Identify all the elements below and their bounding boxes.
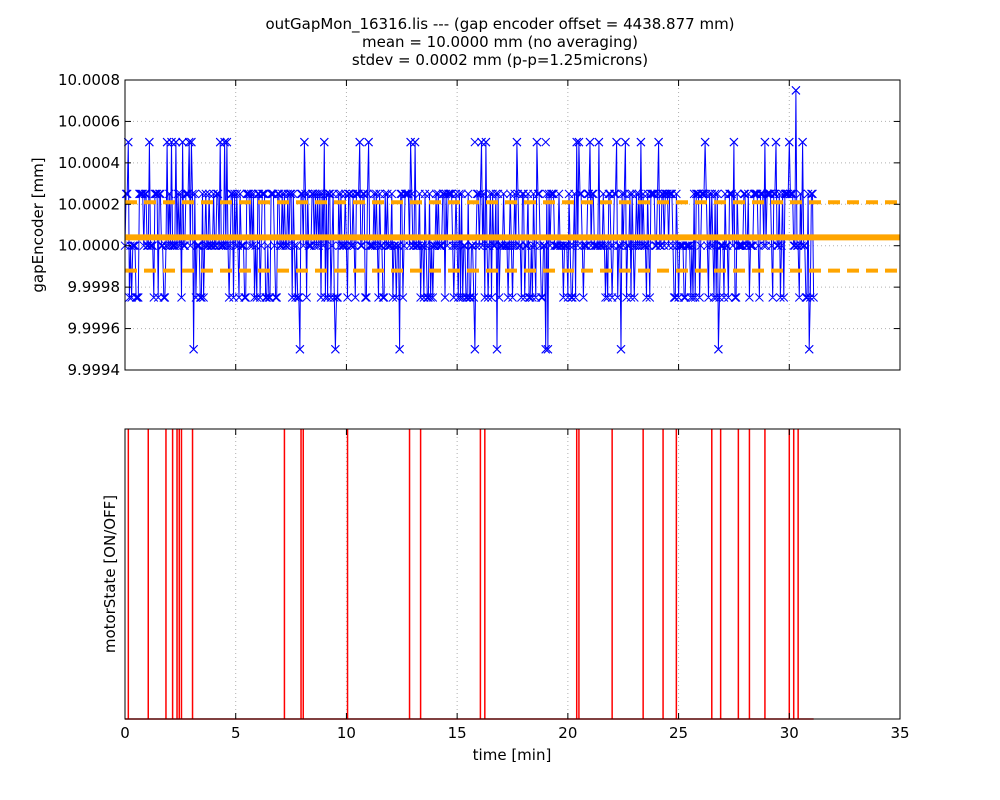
top-y-tick-label: 9.9994 bbox=[68, 361, 121, 379]
spike-marker bbox=[319, 137, 329, 147]
spike-marker bbox=[470, 137, 480, 147]
bottom-x-tick-label: 10 bbox=[337, 724, 356, 742]
spike-marker bbox=[543, 344, 553, 354]
spike-marker bbox=[541, 137, 551, 147]
bottom-x-tick-label: 30 bbox=[780, 724, 799, 742]
spike-marker bbox=[222, 137, 232, 147]
spike-marker bbox=[331, 344, 340, 354]
spike-marker bbox=[395, 344, 404, 354]
top-plot-border bbox=[124, 79, 901, 371]
spike-marker bbox=[178, 137, 187, 147]
spike-marker bbox=[300, 137, 309, 147]
spike-marker bbox=[477, 137, 486, 147]
top-y-tick-label: 9.9996 bbox=[68, 320, 121, 338]
spike-marker bbox=[729, 137, 739, 147]
spike-marker bbox=[123, 137, 133, 147]
spike-marker bbox=[470, 344, 480, 354]
top-y-tick-label: 10.0008 bbox=[58, 71, 120, 89]
spike-marker bbox=[612, 137, 621, 147]
chart-title-line-2: mean = 10.0000 mm (no averaging) bbox=[362, 33, 638, 51]
bottom-plot-border bbox=[124, 428, 901, 720]
spike-marker bbox=[184, 137, 194, 147]
spike-marker bbox=[700, 137, 710, 147]
spike-marker bbox=[532, 137, 542, 147]
spike-marker bbox=[145, 137, 154, 147]
top-y-tick-label: 10.0002 bbox=[58, 195, 120, 213]
bottom-x-tick-label: 20 bbox=[558, 724, 577, 742]
spike-marker bbox=[760, 137, 770, 147]
spike-marker bbox=[220, 137, 229, 147]
bottom-x-tick-label: 35 bbox=[890, 724, 909, 742]
spike-marker bbox=[355, 137, 365, 147]
bottom-y-axis-label: motorState [ON/OFF] bbox=[101, 495, 119, 653]
top-y-tick-label: 9.9998 bbox=[68, 278, 121, 296]
top-plot-data bbox=[120, 86, 900, 354]
spike-marker bbox=[189, 344, 198, 354]
bottom-x-tick-label: 15 bbox=[448, 724, 467, 742]
spike-marker bbox=[167, 137, 176, 147]
spike-marker bbox=[791, 86, 801, 95]
bottom-plot-frame: 0 5 10 15 20 25 30 35 bbox=[120, 428, 910, 742]
spike-marker bbox=[636, 137, 646, 147]
bottom-x-tick-label: 25 bbox=[669, 724, 688, 742]
spike-marker bbox=[162, 137, 172, 147]
chart-title-line-3: stdev = 0.0002 mm (p-p=1.25microns) bbox=[351, 51, 649, 69]
spike-marker bbox=[585, 137, 595, 147]
spike-marker bbox=[215, 137, 225, 147]
bottom-plot-grid bbox=[235, 429, 790, 719]
spike-marker bbox=[798, 137, 807, 147]
spike-marker bbox=[406, 137, 415, 147]
spike-marker bbox=[574, 137, 584, 147]
spike-marker bbox=[594, 137, 604, 147]
spike-marker bbox=[364, 137, 373, 147]
spike-marker bbox=[187, 137, 196, 147]
top-y-tick-label: 10.0006 bbox=[58, 112, 120, 130]
top-y-tick-label: 10.0004 bbox=[58, 154, 120, 172]
spike-marker bbox=[804, 344, 814, 354]
top-y-axis-label: gapEncoder [mm] bbox=[29, 157, 47, 292]
chart-title-line-1: outGapMon_16316.lis --- (gap encoder off… bbox=[265, 15, 735, 33]
spike-marker bbox=[481, 137, 491, 147]
spike-marker bbox=[492, 344, 502, 354]
spike-marker bbox=[784, 137, 794, 147]
spike-marker bbox=[171, 137, 181, 147]
top-y-tick-label: 10.0000 bbox=[58, 237, 120, 255]
spike-marker bbox=[295, 344, 305, 354]
gap-encoder-series-line bbox=[124, 90, 815, 350]
spike-marker bbox=[714, 344, 723, 354]
bottom-x-tick-label: 0 bbox=[120, 724, 130, 742]
spike-marker bbox=[616, 344, 626, 354]
top-plot-frame: 9.9994 9.9996 9.9998 10.0000 10.0002 10.0004 1… bbox=[58, 71, 901, 379]
spike-marker bbox=[572, 137, 582, 147]
spike-marker bbox=[541, 344, 551, 354]
x-axis-label: time [min] bbox=[473, 746, 552, 764]
bottom-plot-data bbox=[125, 429, 814, 720]
spike-marker bbox=[771, 137, 781, 147]
spike-marker bbox=[621, 137, 630, 147]
spike-marker bbox=[654, 137, 663, 147]
spike-marker bbox=[512, 137, 522, 147]
spike-marker bbox=[410, 137, 420, 147]
bottom-x-tick-label: 5 bbox=[231, 724, 241, 742]
